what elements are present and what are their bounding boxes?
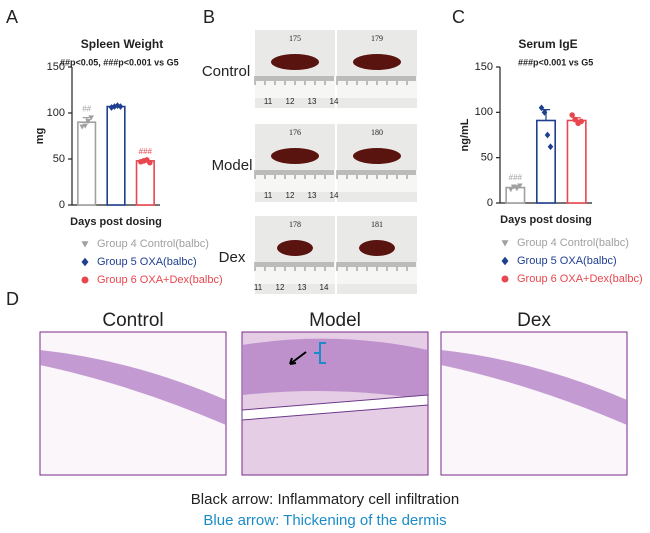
x-axis-label: Days post dosing [500, 214, 592, 226]
ruler-label: 11 [264, 191, 273, 200]
histology-title: Dex [517, 310, 551, 331]
panel-letter: B [203, 7, 215, 27]
panel-letter: A [6, 7, 18, 27]
histology-title: Control [102, 310, 163, 331]
legend-marker [501, 240, 509, 247]
panel-letter: D [6, 289, 19, 309]
specimen-id: 180 [371, 128, 383, 137]
legend-label: Group 5 OXA(balbc) [517, 255, 617, 267]
bar [106, 105, 126, 206]
point [547, 143, 554, 151]
chart-title: Spleen Weight [81, 37, 163, 51]
bar [566, 119, 587, 204]
point [82, 123, 88, 129]
y-tick-label: 50 [481, 152, 493, 164]
annotation: ##p<0.05, ###p<0.001 vs G5 [60, 57, 179, 67]
y-axis-label: mg [34, 128, 46, 145]
point [85, 119, 91, 125]
legend-marker [501, 256, 509, 266]
ruler-label: 13 [298, 283, 307, 292]
chart-title: Serum IgE [518, 37, 577, 51]
specimen-id: 179 [371, 34, 383, 43]
legend-label: Group 4 Control(balbc) [97, 238, 209, 250]
annotation: ###p<0.001 vs G5 [518, 57, 593, 67]
point [79, 124, 85, 130]
ruler-label: 14 [330, 97, 339, 106]
bar [505, 186, 526, 204]
row-label: Control [202, 63, 250, 80]
y-tick-label: 50 [53, 153, 65, 165]
legend-marker [501, 275, 509, 283]
bar-label: ## [82, 105, 91, 114]
spleen [271, 148, 319, 164]
specimen-id: 181 [371, 220, 383, 229]
y-tick-label: 0 [59, 199, 65, 211]
ruler-label: 13 [308, 97, 317, 106]
y-tick-label: 100 [47, 107, 65, 119]
specimen-id: 175 [289, 34, 301, 43]
bar-label: ### [139, 147, 153, 156]
point [541, 108, 548, 116]
spleen [359, 240, 395, 256]
tissue [242, 338, 428, 400]
point [147, 159, 153, 166]
spleen [353, 54, 401, 70]
legend-label: Group 5 OXA(balbc) [97, 256, 197, 268]
legend-marker [81, 276, 89, 284]
bar [77, 121, 97, 206]
ruler-label: 11 [254, 283, 263, 292]
bar [535, 119, 556, 204]
ruler-label: 12 [286, 97, 295, 106]
ruler-label: 13 [308, 191, 317, 200]
tissue [40, 350, 226, 425]
y-axis-label: ng/mL [459, 118, 471, 151]
panel-letter: C [452, 7, 465, 27]
specimen-id: 176 [289, 128, 301, 137]
point [117, 103, 124, 110]
y-tick-label: 100 [475, 106, 493, 118]
point [544, 131, 551, 139]
spleen [353, 148, 401, 164]
legend-label: Group 4 Control(balbc) [517, 237, 629, 249]
point [578, 118, 584, 125]
bar [135, 160, 155, 206]
point [511, 184, 517, 190]
point [538, 104, 545, 112]
row-label: Dex [219, 249, 246, 266]
bar-label: ### [509, 173, 523, 182]
caption: Black arrow: Inflammatory cell infiltrat… [191, 491, 459, 508]
tissue-band [241, 394, 429, 421]
point [569, 112, 575, 118]
legend-marker [81, 257, 89, 267]
y-tick-label: 150 [475, 61, 493, 73]
ruler-label: 14 [330, 191, 339, 200]
y-tick-label: 0 [487, 197, 493, 209]
specimen-id: 178 [289, 220, 301, 229]
ruler-label: 11 [264, 97, 273, 106]
legend-label: Group 6 OXA+Dex(balbc) [97, 274, 223, 286]
legend-marker [81, 241, 89, 248]
blue-bracket [314, 342, 326, 364]
point [88, 115, 94, 121]
histology-title: Model [309, 310, 361, 331]
row-label: Model [212, 157, 253, 174]
black-arrow [289, 351, 307, 365]
x-axis-label: Days post dosing [70, 216, 162, 228]
y-tick-label: 150 [47, 61, 65, 73]
point [517, 183, 523, 189]
spleen [271, 54, 319, 70]
legend-label: Group 6 OXA+Dex(balbc) [517, 273, 643, 285]
tissue [441, 350, 627, 425]
point [514, 186, 520, 192]
caption: Blue arrow: Thickening of the dermis [203, 512, 446, 529]
point [508, 187, 514, 193]
ruler-label: 12 [286, 191, 295, 200]
ruler-label: 12 [276, 283, 285, 292]
spleen [277, 240, 313, 256]
ruler-label: 14 [320, 283, 329, 292]
